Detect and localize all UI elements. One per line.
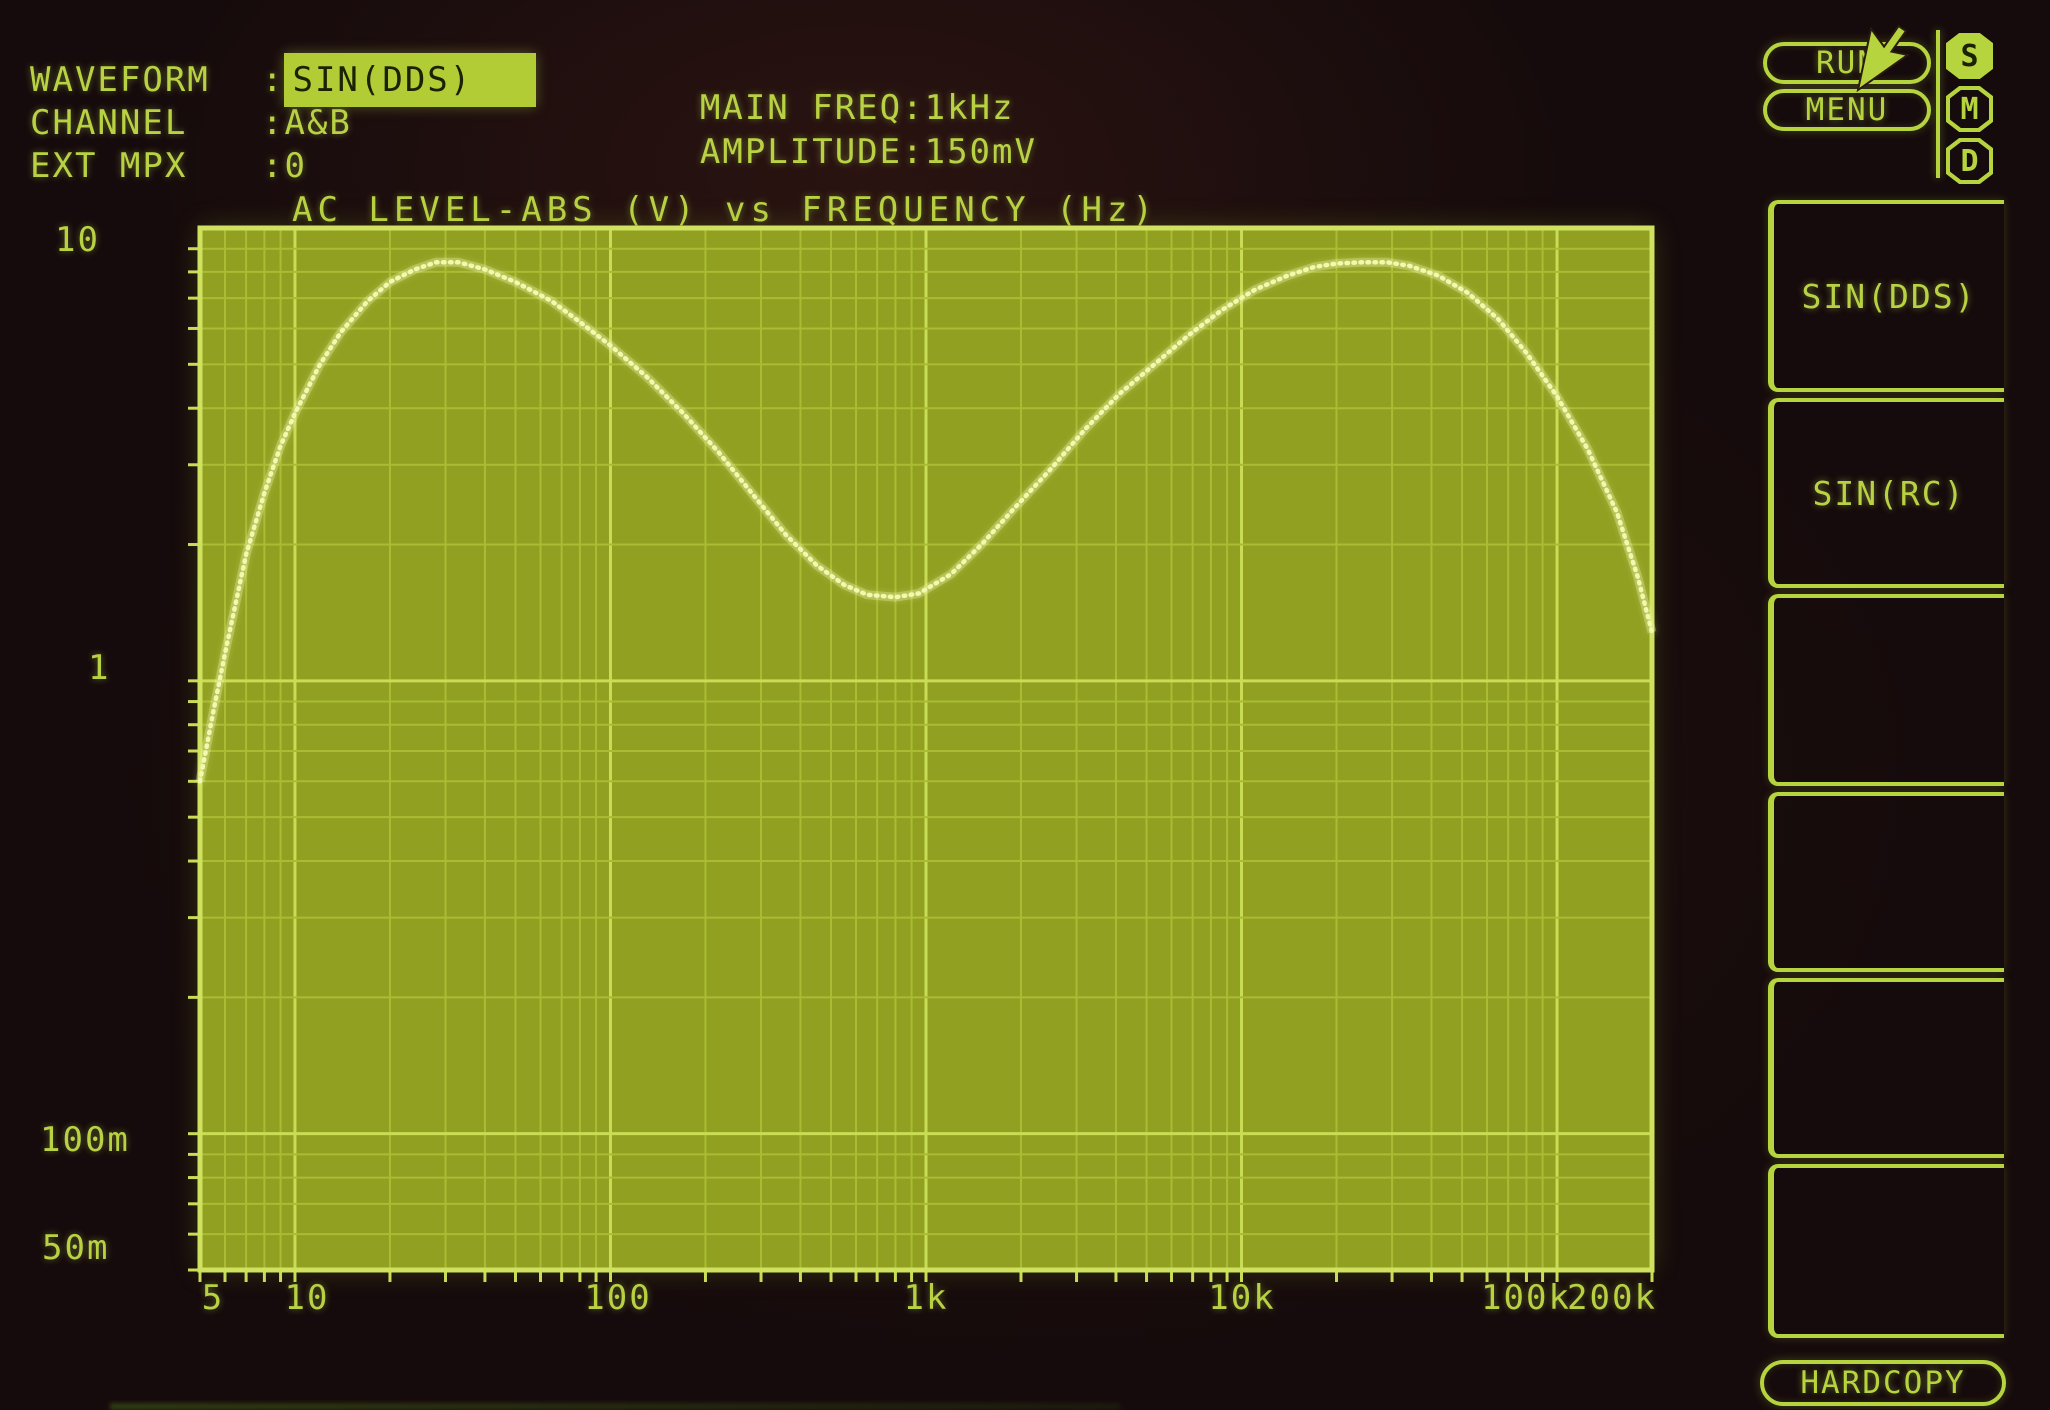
waveform-value[interactable]: SIN(DDS) bbox=[284, 53, 537, 107]
softkey-6[interactable] bbox=[1768, 1164, 2004, 1338]
waveform-label: WAVEFORM bbox=[30, 60, 210, 100]
y-tick-label-1: 1 bbox=[88, 648, 111, 688]
crt-edge-artifact bbox=[110, 1403, 1120, 1410]
softkey-5[interactable] bbox=[1768, 978, 2004, 1158]
ext-mpx-row: EXT MPX:0 bbox=[30, 144, 307, 188]
channel-label: CHANNEL bbox=[30, 103, 188, 143]
x-tick-label-10: 10 bbox=[284, 1278, 330, 1318]
status-badge-d[interactable]: D bbox=[1946, 138, 1993, 184]
channel-value[interactable]: A&B bbox=[284, 103, 352, 143]
status-badge-s-label: S bbox=[1960, 38, 1979, 74]
status-divider bbox=[1936, 30, 1940, 178]
plot-canvas bbox=[188, 225, 1657, 1282]
waveform-row: WAVEFORM: SIN(DDS) bbox=[30, 53, 537, 107]
menu-button-label: MENU bbox=[1805, 92, 1889, 128]
y-tick-label-100m: 100m bbox=[40, 1120, 130, 1160]
badge-inner bbox=[1950, 90, 1989, 128]
separator: : bbox=[262, 103, 285, 143]
softkey-sin-dds[interactable]: SIN(DDS) bbox=[1768, 200, 2004, 392]
main-freq-value: 1kHz bbox=[924, 88, 1015, 128]
softkey-4[interactable] bbox=[1768, 792, 2004, 972]
ext-mpx-label: EXT MPX bbox=[30, 146, 188, 186]
separator: : bbox=[262, 60, 285, 100]
separator: : bbox=[902, 132, 925, 172]
x-tick-label-1k: 1k bbox=[903, 1278, 949, 1318]
channel-row: CHANNEL: A&B bbox=[30, 101, 352, 145]
x-tick-label-200k: 200k bbox=[1567, 1278, 1657, 1318]
menu-button[interactable]: MENU bbox=[1763, 89, 1931, 131]
run-button-label: RUN bbox=[1816, 45, 1878, 81]
chart-title: AC LEVEL-ABS (V) vs FREQUENCY (Hz) bbox=[292, 190, 1158, 230]
frequency-response-plot bbox=[188, 225, 1657, 1282]
amplitude-row: AMPLITUDE:150mV bbox=[610, 92, 1037, 212]
main-freq-row: MAIN FREQ:1kHz bbox=[610, 48, 1015, 168]
badge-inner bbox=[1950, 142, 1989, 180]
softkey-sin-dds-label: SIN(DDS) bbox=[1801, 276, 1977, 316]
separator: : bbox=[262, 146, 285, 186]
x-tick-label-10k: 10k bbox=[1208, 1278, 1276, 1318]
softkey-sin-rc-label: SIN(RC) bbox=[1812, 473, 1966, 513]
y-tick-label-50m: 50m bbox=[42, 1228, 110, 1268]
separator: : bbox=[902, 88, 925, 128]
x-tick-label-100: 100 bbox=[584, 1278, 652, 1318]
softkey-3[interactable] bbox=[1768, 594, 2004, 786]
amplitude-value: 150mV bbox=[924, 132, 1037, 172]
hardcopy-button-label: HARDCOPY bbox=[1800, 1365, 1966, 1401]
status-badge-m[interactable]: M bbox=[1946, 86, 1993, 132]
hardcopy-button[interactable]: HARDCOPY bbox=[1760, 1360, 2006, 1406]
x-tick-label-100k: 100k bbox=[1481, 1278, 1571, 1318]
badge-shape bbox=[1946, 33, 1993, 79]
amplitude-label: AMPLITUDE bbox=[699, 132, 903, 172]
status-badge-s[interactable]: S bbox=[1946, 33, 1993, 79]
status-badge-d-label: D bbox=[1960, 143, 1979, 179]
response-trace bbox=[197, 260, 1655, 784]
ext-mpx-value[interactable]: 0 bbox=[284, 146, 307, 186]
status-badge-m-label: M bbox=[1960, 91, 1979, 127]
y-tick-label-10: 10 bbox=[55, 220, 100, 260]
softkey-sin-rc[interactable]: SIN(RC) bbox=[1768, 398, 2004, 588]
run-button[interactable]: RUN bbox=[1763, 42, 1931, 84]
main-freq-label: MAIN FREQ bbox=[699, 88, 903, 128]
x-tick-label-5: 5 bbox=[201, 1278, 225, 1318]
